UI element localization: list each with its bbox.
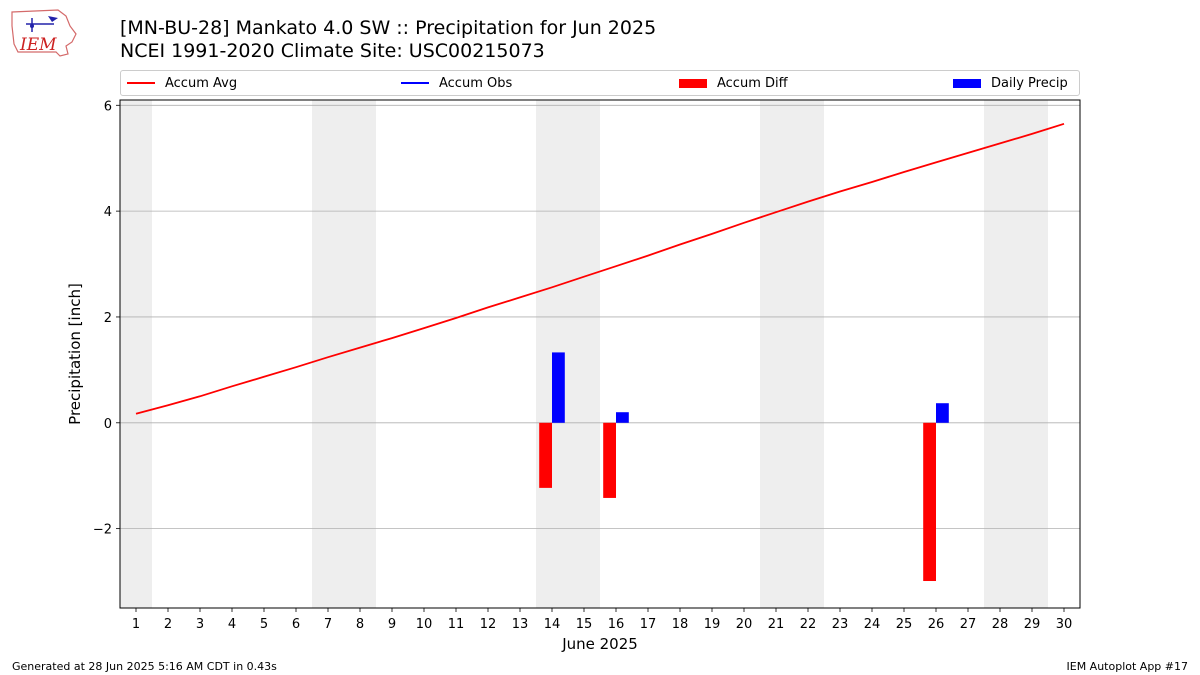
x-tick-label: 16 — [608, 617, 625, 632]
x-tick-label: 2 — [164, 617, 172, 632]
x-tick-label: 29 — [1024, 617, 1041, 632]
x-tick-label: 11 — [448, 617, 465, 632]
x-tick-label: 21 — [768, 617, 785, 632]
daily-precip-bar — [616, 412, 629, 423]
y-gridlines — [120, 104, 1080, 530]
footer-generated: Generated at 28 Jun 2025 5:16 AM CDT in … — [12, 660, 277, 673]
x-tick-label: 6 — [292, 617, 300, 632]
y-tick-label: −2 — [93, 523, 112, 538]
iem-logo: IEM — [11, 9, 77, 57]
legend-label-accum-diff: Accum Diff — [717, 75, 788, 91]
legend-swatch-daily-precip — [953, 78, 981, 88]
accum-diff-bar — [539, 422, 552, 488]
daily-precip-bar — [936, 403, 949, 423]
y-axis: −2 0 2 4 6 — [93, 99, 120, 538]
accum-diff-bar — [923, 422, 936, 582]
y-tick-label: 6 — [104, 99, 112, 114]
x-tick-label: 26 — [928, 617, 945, 632]
weekend-band-0 — [120, 100, 152, 608]
chart-title: [MN-BU-28] Mankato 4.0 SW :: Precipitati… — [120, 17, 657, 39]
x-tick-label: 14 — [544, 617, 561, 632]
y-tick-label: 2 — [104, 311, 112, 326]
x-axis-label: June 2025 — [561, 635, 638, 653]
y-tick-label: 4 — [104, 205, 112, 220]
x-tick-label: 28 — [992, 617, 1009, 632]
legend-item-daily-precip: Daily Precip — [953, 71, 1068, 95]
legend-swatch-accum-avg — [127, 82, 155, 84]
legend-item-accum-obs: Accum Obs — [401, 71, 512, 95]
legend-swatch-accum-obs — [401, 82, 429, 84]
x-tick-label: 9 — [388, 617, 396, 632]
legend-label-accum-obs: Accum Obs — [439, 75, 513, 91]
weekend-band-1 — [312, 100, 376, 608]
x-tick-label: 19 — [704, 617, 721, 632]
accum-avg-series — [135, 122, 1065, 415]
x-tick-label: 4 — [228, 617, 236, 632]
x-tick-label: 17 — [640, 617, 657, 632]
weekend-band-2 — [536, 100, 600, 608]
daily-precip-bar — [552, 352, 565, 423]
x-tick-label: 12 — [480, 617, 497, 632]
x-tick-label: 10 — [416, 617, 433, 632]
bars — [539, 352, 949, 582]
precip-chart: 1 2 3 4 5 6 7 8 9 10 11 12 13 14 15 16 17 18 19 20 21 22 23 24 2… — [66, 99, 1081, 653]
x-tick-label: 24 — [864, 617, 881, 632]
x-tick-label: 22 — [800, 617, 817, 632]
x-tick-label: 25 — [896, 617, 913, 632]
x-tick-label: 15 — [576, 617, 593, 632]
legend: Accum Avg Accum Obs Accum Diff Daily Pre… — [120, 70, 1080, 96]
legend-label-daily-precip: Daily Precip — [991, 75, 1068, 91]
chart-subtitle: NCEI 1991-2020 Climate Site: USC00215073 — [120, 40, 545, 62]
x-tick-label: 3 — [196, 617, 204, 632]
x-tick-label: 27 — [960, 617, 977, 632]
x-tick-label: 5 — [260, 617, 268, 632]
x-tick-label: 23 — [832, 617, 849, 632]
legend-swatch-accum-diff — [679, 78, 707, 88]
x-tick-label: 18 — [672, 617, 689, 632]
weekend-band-4 — [984, 100, 1048, 608]
y-tick-label: 0 — [104, 417, 112, 432]
plot-frame — [119, 99, 1081, 609]
legend-item-accum-diff: Accum Diff — [679, 71, 788, 95]
y-axis-label: Precipitation [inch] — [66, 283, 84, 425]
x-tick-label: 1 — [132, 617, 140, 632]
accum-diff-bar — [603, 422, 616, 498]
x-tick-label: 13 — [512, 617, 529, 632]
weekend-shading — [120, 100, 1048, 608]
x-tick-label: 20 — [736, 617, 753, 632]
legend-label-accum-avg: Accum Avg — [165, 75, 238, 91]
accum-avg-line — [135, 122, 1065, 415]
weekend-band-3 — [760, 100, 824, 608]
x-tick-label: 30 — [1056, 617, 1073, 632]
footer-app: IEM Autoplot App #17 — [1066, 660, 1189, 673]
x-tick-label: 7 — [324, 617, 332, 632]
logo-text: IEM — [19, 35, 57, 55]
x-axis: 1 2 3 4 5 6 7 8 9 10 11 12 13 14 15 16 17 18 19 20 21 22 23 24 2… — [132, 608, 1072, 632]
x-tick-label: 8 — [356, 617, 364, 632]
legend-item-accum-avg: Accum Avg — [127, 71, 237, 95]
